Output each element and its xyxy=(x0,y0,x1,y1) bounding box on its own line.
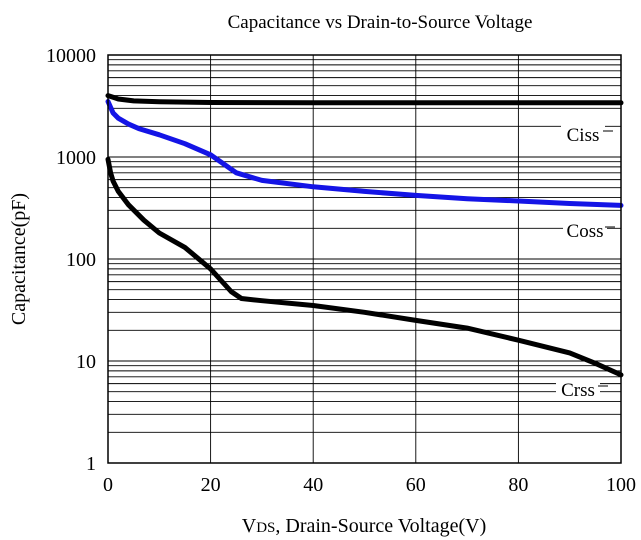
x-axis-label: VDS, Drain-Source Voltage(V) xyxy=(242,515,487,537)
y-tick-label: 10 xyxy=(76,351,96,373)
x-tick-label: 20 xyxy=(201,474,221,496)
x-tick-label: 40 xyxy=(303,474,323,496)
x-axis-label-rest: , Drain-Source Voltage(V) xyxy=(275,515,486,537)
series-label-ciss: Ciss xyxy=(567,125,600,146)
series-label-coss: Coss xyxy=(567,221,604,242)
y-tick-label: 1000 xyxy=(56,147,96,169)
y-tick-label: 100 xyxy=(66,249,96,271)
y-tick-label: 10000 xyxy=(46,45,96,67)
series-label-bg-coss xyxy=(563,219,607,241)
chart-title: Capacitance vs Drain-to-Source Voltage xyxy=(228,12,533,33)
series-line-coss xyxy=(105,99,624,208)
x-tick-label: 100 xyxy=(606,474,636,496)
series-line-crss xyxy=(105,156,624,378)
series-lines xyxy=(105,93,624,378)
series-label-bg-crss xyxy=(556,378,600,400)
y-axis-label: Capacitance(pF) xyxy=(8,193,30,325)
x-axis-label-subscript: DS xyxy=(256,520,275,536)
series-labels: Ciss Coss Crss xyxy=(556,123,615,401)
plot-frame xyxy=(107,54,622,464)
series-label-crss: Crss xyxy=(561,380,595,401)
y-tick-label: 1 xyxy=(86,453,96,475)
x-axis-label-v: V xyxy=(242,515,257,537)
x-tick-label: 80 xyxy=(508,474,528,496)
series-line-ciss xyxy=(105,93,624,106)
x-tick-label: 0 xyxy=(103,474,113,496)
series-label-bg-ciss xyxy=(561,123,605,145)
x-tick-label: 60 xyxy=(406,474,426,496)
tick-labels: 0 20 40 60 80 100 1 10 100 1000 10000 xyxy=(46,45,636,496)
grid-lines xyxy=(107,55,622,464)
